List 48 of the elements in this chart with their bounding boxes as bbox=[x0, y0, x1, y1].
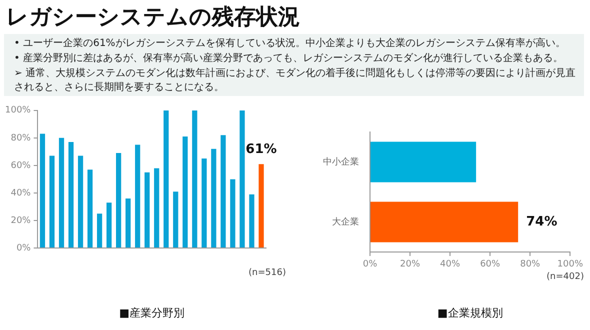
bar bbox=[49, 156, 55, 248]
bar bbox=[192, 110, 198, 248]
data-label: 74% bbox=[526, 214, 558, 230]
y-tick-label: 100% bbox=[4, 106, 32, 116]
bar bbox=[211, 148, 216, 248]
data-label: 61% bbox=[246, 142, 277, 157]
bar bbox=[182, 136, 188, 248]
x-axis-title: ■産業分野別 bbox=[119, 306, 185, 320]
y-tick-label: 60% bbox=[10, 160, 32, 171]
x-tick-label: 40% bbox=[440, 260, 460, 270]
bar bbox=[68, 142, 74, 248]
bar bbox=[202, 158, 207, 248]
y-tick-label: 大企業 bbox=[332, 216, 359, 228]
bar bbox=[40, 134, 46, 248]
y-tick-label: 40% bbox=[10, 188, 32, 198]
bar bbox=[249, 194, 254, 248]
bar bbox=[87, 170, 93, 248]
x-tick-label: 20% bbox=[400, 260, 420, 270]
bar bbox=[144, 172, 150, 248]
bar bbox=[106, 202, 112, 248]
x-tick-label: 80% bbox=[520, 260, 541, 270]
y-tick-label: 0% bbox=[16, 243, 32, 254]
bar bbox=[258, 164, 264, 248]
bar bbox=[135, 144, 140, 248]
bar bbox=[126, 198, 131, 248]
y-tick-label: 20% bbox=[10, 216, 32, 226]
y-tick-label: 80% bbox=[10, 133, 32, 144]
text: (n=402) bbox=[546, 272, 584, 282]
x-tick-label: 100% bbox=[557, 260, 584, 270]
bar bbox=[220, 135, 226, 248]
bar bbox=[230, 179, 236, 248]
bar bbox=[58, 138, 64, 248]
text: レガシーシステムの残存状況 bbox=[6, 4, 300, 32]
bar bbox=[96, 214, 102, 248]
bar bbox=[154, 168, 160, 248]
bar bbox=[78, 156, 84, 248]
bar bbox=[116, 153, 122, 248]
bar bbox=[173, 192, 178, 248]
x-axis-title: ■企業規模別 bbox=[437, 306, 503, 320]
text: • ユーザー企業の61%がレガシーシステムを保有している状況。中小企業よりも大企業のレガシーシステム保有率が高い。 bbox=[14, 37, 566, 51]
text: (n=516) bbox=[248, 268, 286, 278]
text: • 産業分野別に差はあるが、保有率が高い産業分野であっても、レガシーシステムのモダン化が進行している企業もある。 bbox=[14, 52, 564, 66]
text: ➢ 通常、大規模システムのモダン化は数年計画におよび、モダン化の着手後に問題化もしくは停滞等の要因により計画が見直されると、さらに長期間を要することになる。 bbox=[14, 67, 577, 95]
x-tick-label: 0% bbox=[362, 260, 378, 270]
x-tick-label: 60% bbox=[480, 260, 501, 270]
bar bbox=[240, 110, 245, 248]
bar bbox=[164, 110, 169, 248]
y-tick-label: 中小企業 bbox=[323, 156, 359, 168]
